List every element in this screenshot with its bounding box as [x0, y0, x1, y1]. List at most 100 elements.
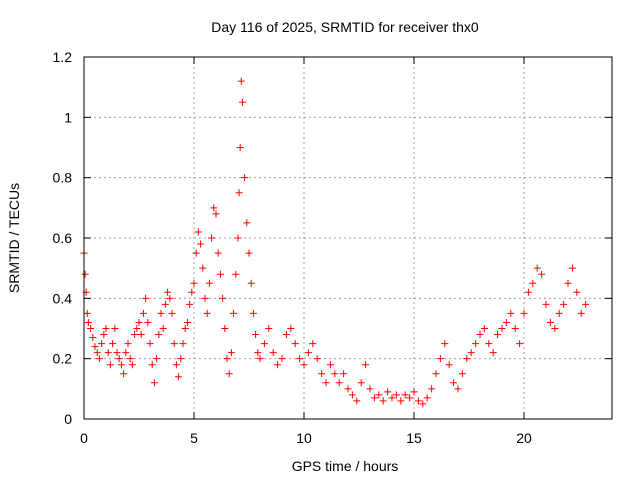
data-point [472, 340, 480, 348]
data-point [458, 370, 466, 378]
data-point [353, 397, 361, 405]
data-point [227, 349, 235, 357]
data-point [406, 394, 414, 402]
data-point [366, 385, 374, 393]
data-point [142, 294, 150, 302]
data-point [164, 288, 172, 296]
data-point [370, 394, 378, 402]
data-point [111, 325, 119, 332]
y-tick-label: 0.8 [53, 170, 73, 186]
data-point [216, 270, 224, 278]
data-point [555, 309, 563, 317]
data-point [234, 234, 242, 242]
data-point [168, 309, 176, 317]
data-point [225, 370, 233, 378]
data-point [89, 334, 97, 342]
data-point [243, 219, 251, 227]
data-point [296, 355, 304, 363]
x-tick-label: 10 [296, 430, 312, 446]
data-point [170, 340, 178, 348]
x-tick-label: 20 [516, 430, 532, 446]
data-point [582, 300, 590, 308]
data-point [309, 340, 317, 348]
data-point [357, 379, 365, 387]
y-tick-label: 1.2 [53, 49, 73, 65]
data-point [245, 249, 253, 257]
data-point [113, 349, 121, 357]
data-point [476, 331, 484, 339]
data-point [247, 279, 255, 287]
data-point [249, 309, 257, 317]
data-point [428, 385, 436, 393]
data-point [423, 394, 431, 402]
data-point [172, 361, 180, 369]
data-point [139, 309, 147, 317]
data-point [529, 279, 537, 287]
data-point [450, 379, 458, 387]
data-point [419, 400, 427, 408]
data-point [432, 370, 440, 378]
data-point [463, 355, 471, 363]
data-point [524, 288, 532, 296]
data-point [441, 340, 449, 348]
data-point [507, 309, 515, 317]
data-point [498, 325, 506, 332]
data-point [542, 300, 550, 308]
chart-title: Day 116 of 2025, SRMTID for receiver thx… [211, 19, 479, 35]
data-point [115, 355, 123, 363]
data-point [188, 288, 196, 296]
data-point [117, 361, 125, 369]
data-point [326, 361, 334, 369]
data-point [194, 228, 202, 236]
data-point [313, 355, 321, 363]
data-point [340, 370, 348, 378]
data-point [159, 325, 167, 332]
y-tick-label: 0.6 [53, 230, 73, 246]
data-point [210, 204, 218, 212]
data-point [344, 385, 352, 393]
data-point [516, 340, 524, 348]
data-point [100, 331, 108, 339]
data-point [502, 318, 510, 326]
data-point [568, 264, 576, 272]
x-axis-label: GPS time / hours [292, 458, 399, 474]
data-point [480, 325, 488, 332]
data-point [137, 331, 145, 339]
data-point [177, 355, 185, 363]
data-point [511, 325, 519, 332]
data-point [155, 331, 163, 339]
data-point [83, 309, 91, 317]
data-point [128, 361, 136, 369]
data-point [148, 361, 156, 369]
data-point [397, 397, 405, 405]
data-point [241, 174, 249, 182]
data-point [197, 240, 205, 248]
data-point [205, 279, 213, 287]
data-point [322, 379, 330, 387]
data-point [146, 340, 154, 348]
data-point [208, 234, 216, 242]
data-point [282, 331, 290, 339]
data-point [199, 264, 207, 272]
data-point [401, 391, 409, 399]
data-point [560, 300, 568, 308]
data-point [106, 361, 114, 369]
data-point [153, 355, 161, 363]
data-point [494, 331, 502, 339]
data-point [392, 391, 400, 399]
y-axis-label: SRMTID / TECUs [6, 183, 22, 293]
data-point [120, 370, 128, 378]
data-point [237, 77, 245, 85]
data-point [362, 361, 370, 369]
data-point [564, 279, 572, 287]
data-point [109, 340, 117, 348]
data-point [124, 340, 132, 348]
data-point [214, 249, 222, 257]
data-point [489, 349, 497, 357]
x-tick-label: 5 [190, 430, 198, 446]
data-point [230, 309, 238, 317]
data-point [104, 349, 112, 357]
data-point [384, 388, 392, 396]
data-point [278, 355, 286, 363]
data-point [236, 144, 244, 151]
